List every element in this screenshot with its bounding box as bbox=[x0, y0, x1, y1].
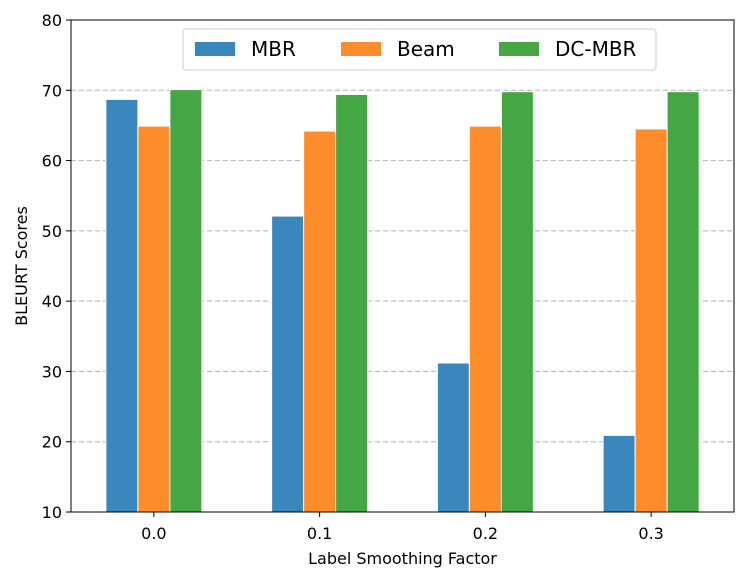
bar-mbr-0.3 bbox=[602, 434, 636, 513]
bar-beam-0.3 bbox=[634, 128, 668, 513]
x-tick-label: 0.2 bbox=[473, 524, 498, 543]
bar-dc-mbr-0.0 bbox=[169, 89, 203, 513]
legend-swatch-dc-mbr bbox=[499, 42, 539, 56]
y-axis-title: BLEURT Scores bbox=[12, 206, 31, 326]
x-axis-title: Label Smoothing Factor bbox=[308, 549, 497, 568]
bar-beam-0.1 bbox=[303, 130, 337, 513]
y-tick-label: 20 bbox=[42, 433, 62, 452]
y-tick-label: 30 bbox=[42, 362, 62, 381]
bar-beam-0.2 bbox=[468, 125, 502, 513]
x-tick-label: 0.3 bbox=[638, 524, 663, 543]
bar-dc-mbr-0.2 bbox=[500, 91, 534, 513]
legend-label-beam: Beam bbox=[397, 37, 455, 61]
bar-dc-mbr-0.3 bbox=[666, 91, 700, 513]
legend-swatch-beam bbox=[341, 42, 381, 56]
x-tick-label: 0.1 bbox=[307, 524, 332, 543]
y-tick-label: 60 bbox=[42, 152, 62, 171]
plot-frame bbox=[70, 19, 735, 513]
x-axis: 0.0 0.1 0.2 0.3 bbox=[141, 512, 664, 543]
bar-mbr-0.0 bbox=[105, 98, 139, 513]
legend: MBR Beam DC-MBR bbox=[182, 28, 657, 71]
legend-swatch-mbr bbox=[195, 42, 235, 56]
y-tick-label: 70 bbox=[42, 81, 62, 100]
x-tick-label: 0.0 bbox=[141, 524, 166, 543]
bars bbox=[105, 89, 700, 513]
bar-dc-mbr-0.1 bbox=[335, 94, 369, 513]
y-tick-label: 50 bbox=[42, 222, 62, 241]
y-tick-label: 80 bbox=[42, 11, 62, 30]
y-axis: 10 20 30 40 50 60 70 80 bbox=[42, 11, 71, 522]
legend-box bbox=[182, 28, 657, 71]
bar-beam-0.0 bbox=[137, 125, 171, 513]
legend-label-dc-mbr: DC-MBR bbox=[555, 37, 637, 61]
bar-mbr-0.1 bbox=[271, 215, 305, 513]
y-tick-label: 40 bbox=[42, 292, 62, 311]
legend-label-mbr: MBR bbox=[251, 37, 296, 61]
bar-mbr-0.2 bbox=[436, 362, 470, 513]
y-tick-label: 10 bbox=[42, 503, 62, 522]
